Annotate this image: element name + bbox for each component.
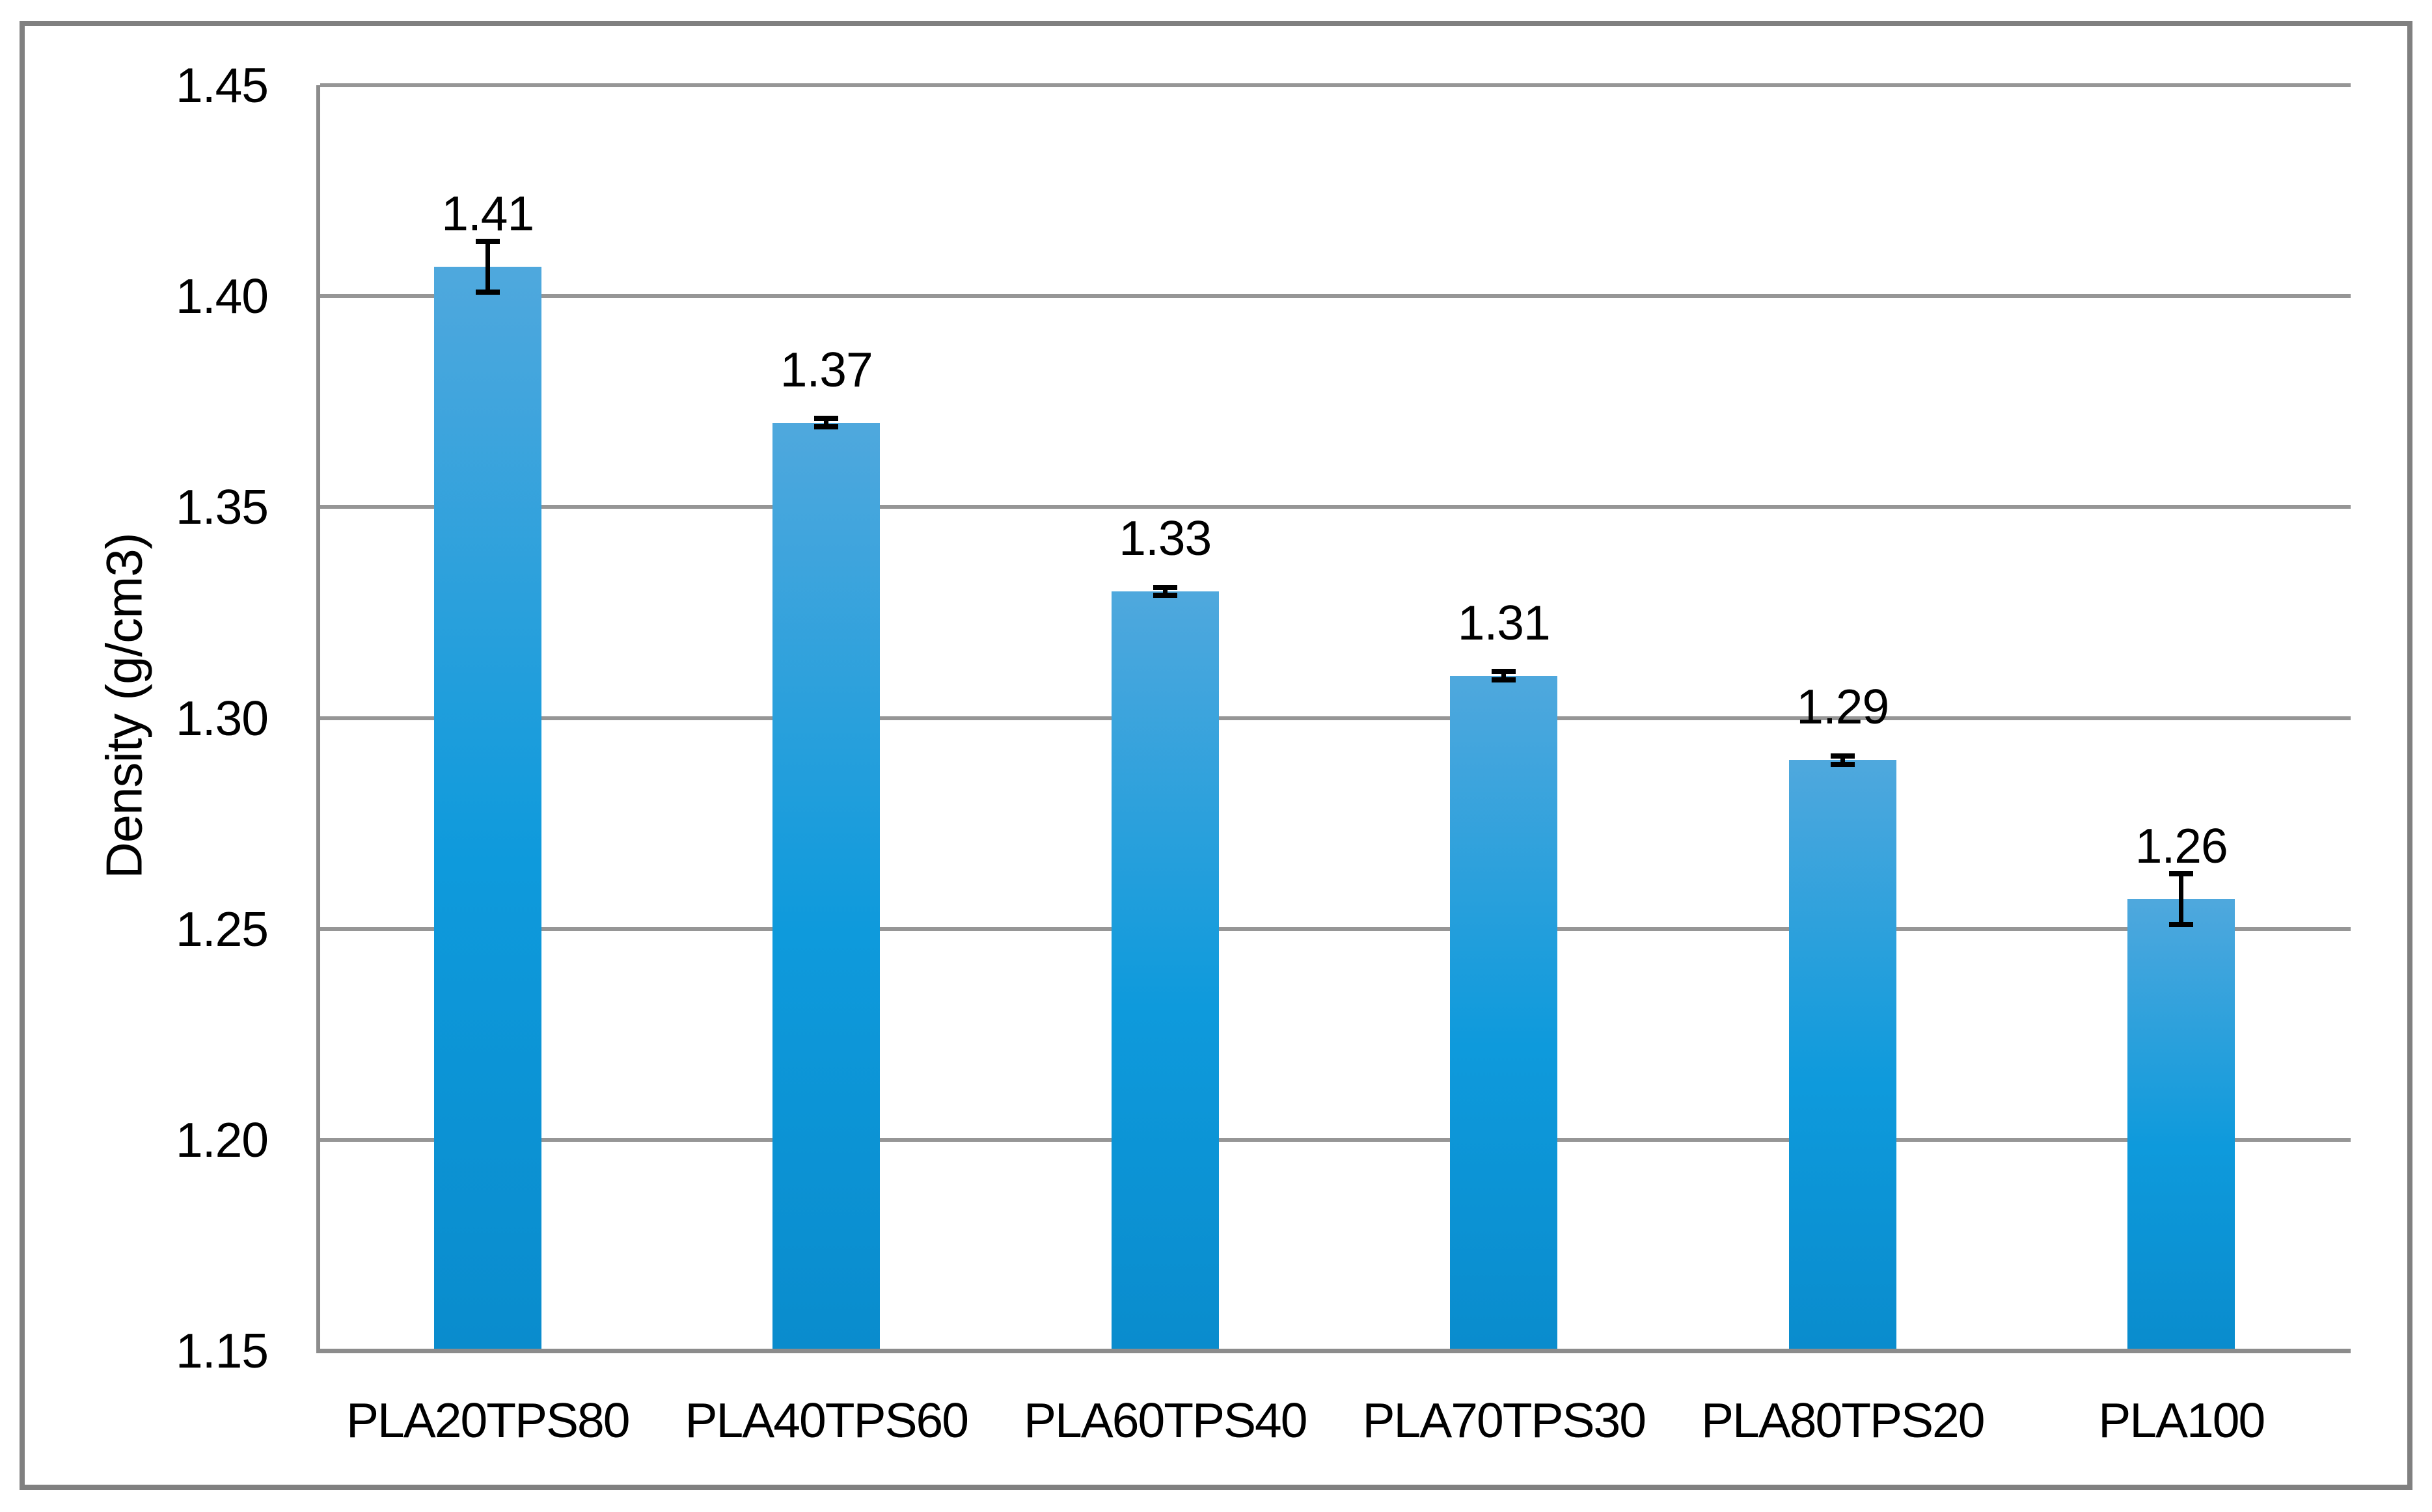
bar-PLA20TPS80 <box>433 266 541 1349</box>
y-tick-label: 1.40 <box>176 269 269 324</box>
error-bar-top-cap <box>1830 753 1855 759</box>
y-tick-label: 1.15 <box>176 1323 269 1378</box>
data-label: 1.29 <box>1796 679 1889 735</box>
gridline <box>320 1137 2351 1142</box>
x-category-label: PLA40TPS60 <box>685 1393 969 1448</box>
bar-PLA80TPS20 <box>1788 760 1896 1349</box>
error-bar-line <box>1501 671 1507 681</box>
error-bar-top-cap <box>814 416 839 422</box>
y-tick-label: 1.25 <box>176 901 269 956</box>
chart-outer-border <box>20 21 2412 1490</box>
data-label: 1.33 <box>1119 511 1212 565</box>
y-tick-label: 1.35 <box>176 479 269 535</box>
error-bar-line <box>485 241 490 292</box>
error-bar-bottom-cap <box>475 289 500 295</box>
error-bar-line <box>2179 874 2184 925</box>
error-bar-top-cap <box>1153 584 1177 590</box>
error-bar-top-cap <box>2169 871 2194 877</box>
y-tick-label: 1.45 <box>176 58 269 113</box>
data-label: 1.41 <box>441 185 534 241</box>
data-label: 1.26 <box>2135 818 2228 874</box>
bar-PLA40TPS60 <box>772 422 881 1349</box>
x-category-label: PLA70TPS30 <box>1362 1393 1646 1448</box>
gridline <box>320 83 2351 87</box>
error-bar-line <box>824 418 829 427</box>
error-bar-line <box>1840 755 1845 764</box>
error-bar-bottom-cap <box>2169 922 2194 928</box>
data-label: 1.37 <box>780 342 873 397</box>
y-tick-label: 1.20 <box>176 1112 269 1167</box>
data-label: 1.31 <box>1457 595 1551 650</box>
gridline <box>320 716 2351 720</box>
y-axis-line <box>316 85 320 1351</box>
y-tick-label: 1.30 <box>176 690 269 746</box>
bar-PLA70TPS30 <box>1450 675 1558 1349</box>
gridline <box>320 294 2351 299</box>
error-bar-line <box>1162 587 1168 596</box>
x-axis-line <box>316 1349 2351 1353</box>
bar-PLA60TPS40 <box>1111 591 1219 1349</box>
error-bar-top-cap <box>475 238 500 244</box>
error-bar-top-cap <box>1492 669 1516 675</box>
error-bar-bottom-cap <box>814 424 839 430</box>
x-category-label: PLA100 <box>2098 1393 2265 1448</box>
error-bar-bottom-cap <box>1830 761 1855 767</box>
bar-PLA100 <box>2127 899 2235 1349</box>
x-category-label: PLA80TPS20 <box>1701 1393 1985 1448</box>
x-category-label: PLA20TPS80 <box>346 1393 630 1448</box>
x-category-label: PLA60TPS40 <box>1024 1393 1307 1448</box>
error-bar-bottom-cap <box>1153 593 1177 599</box>
gridline <box>320 926 2351 931</box>
gridline <box>320 505 2351 509</box>
error-bar-bottom-cap <box>1492 677 1516 683</box>
